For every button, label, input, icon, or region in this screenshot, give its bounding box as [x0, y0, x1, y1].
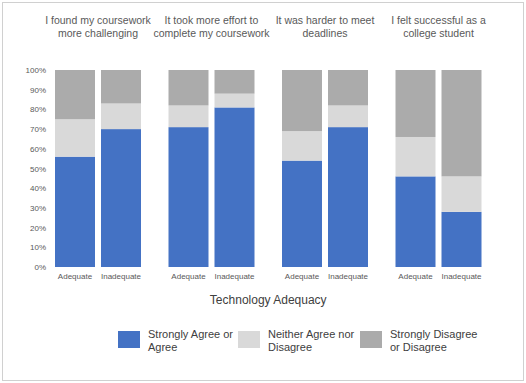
legend-swatch [118, 331, 140, 348]
x-tick-label: Inadequate [101, 272, 142, 281]
bars [282, 70, 368, 267]
bar-segment [442, 212, 482, 267]
panel-title: It took more effort to complete my cours… [150, 14, 274, 40]
x-tick-label: Adequate [171, 272, 206, 281]
bar-segment [282, 161, 322, 267]
y-tick-label: 70% [30, 125, 46, 134]
bars [55, 70, 141, 267]
x-tick-label: Inadequate [441, 272, 482, 281]
bars [169, 70, 255, 267]
x-tick-label: Inadequate [214, 272, 255, 281]
bar-segment [442, 176, 482, 211]
legend-label: Strongly Agree or Agree [148, 328, 240, 354]
y-tick-label: 100% [26, 66, 46, 75]
y-tick-label: 40% [30, 184, 46, 193]
bar-segment [328, 70, 368, 105]
panel-title: I found my coursework more challenging [36, 14, 160, 40]
y-tick-label: 30% [30, 204, 46, 213]
bars [396, 70, 482, 267]
bar-segment [55, 119, 95, 156]
y-tick-label: 50% [30, 165, 46, 174]
bar-segment [396, 176, 436, 267]
chart-root: 0% 10% 20% 30% 40% 50% 60% 70% 80% 90% 100% Adequat… [0, 0, 526, 383]
bar-segment [328, 105, 368, 127]
y-tick-label: 80% [30, 105, 46, 114]
bar-segment [215, 70, 255, 94]
bar-segment [101, 103, 141, 129]
bar-segment [55, 70, 95, 119]
x-tick-label: Adequate [285, 272, 320, 281]
x-tick-label: Inadequate [328, 272, 369, 281]
x-axis-label: Technology Adequacy [210, 293, 327, 307]
bar-segment [282, 70, 322, 131]
panel-title: It was harder to meet deadlines [263, 14, 387, 40]
frame [3, 3, 524, 381]
legend-swatch [360, 331, 382, 348]
x-tick-label: Adequate [58, 272, 93, 281]
y-tick-label: 60% [30, 145, 46, 154]
bar-segment [328, 127, 368, 267]
legend-label: Neither Agree nor Disagree [268, 328, 360, 354]
panel-title: I felt successful as a college student [377, 14, 501, 40]
legend-swatch [238, 331, 260, 348]
chart-svg: 0% 10% 20% 30% 40% 50% 60% 70% 80% 90% 100% Adequat… [0, 0, 526, 383]
bar-segment [169, 70, 209, 105]
bar-segment [55, 157, 95, 267]
y-tick-label: 0% [34, 263, 46, 272]
bar-segment [215, 94, 255, 108]
bar-segment [169, 105, 209, 127]
x-tick-label: Adequate [398, 272, 433, 281]
bar-segment [215, 107, 255, 267]
bar-segment [396, 137, 436, 176]
bar-segment [101, 70, 141, 103]
y-tick-label: 20% [30, 224, 46, 233]
bar-segment [442, 70, 482, 176]
bar-segment [396, 70, 436, 137]
bar-segment [169, 127, 209, 267]
legend-label: Strongly Disagree or Disagree [390, 328, 482, 354]
bar-segment [101, 129, 141, 267]
y-tick-label: 10% [30, 243, 46, 252]
y-tick-label: 90% [30, 86, 46, 95]
bar-segment [282, 131, 322, 161]
